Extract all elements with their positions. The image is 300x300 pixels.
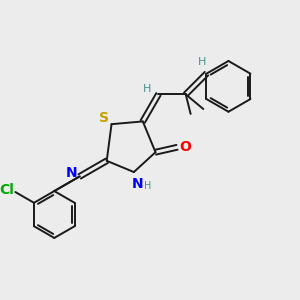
Text: H: H (142, 85, 151, 94)
Text: H: H (144, 181, 151, 191)
Text: Cl: Cl (0, 183, 14, 197)
Text: S: S (99, 111, 109, 125)
Text: H: H (197, 57, 206, 67)
Text: N: N (66, 167, 78, 181)
Text: N: N (132, 177, 144, 191)
Text: O: O (179, 140, 191, 154)
